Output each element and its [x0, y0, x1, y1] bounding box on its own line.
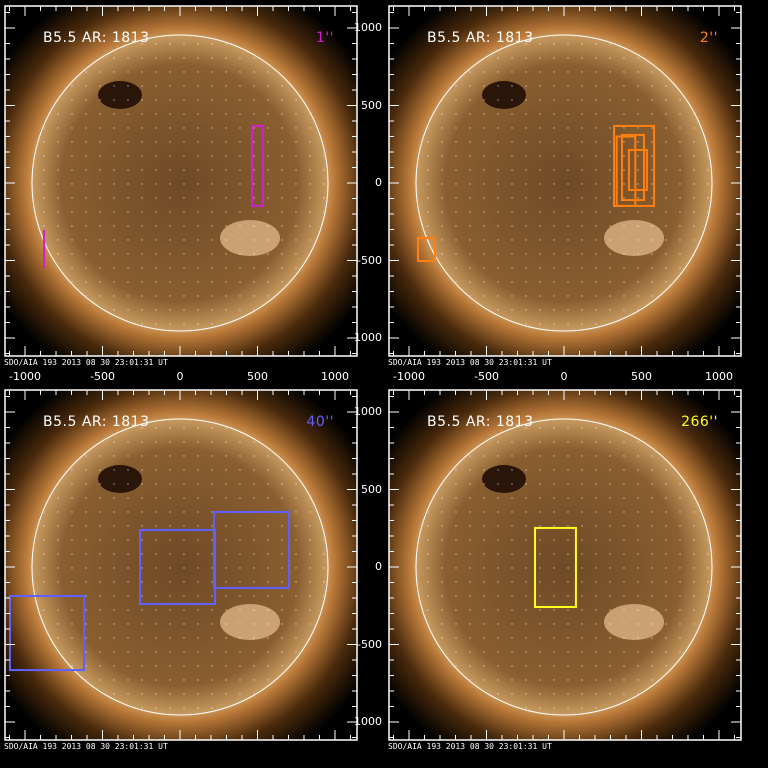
plot-frame [388, 389, 742, 741]
panel-title: B5.5 AR: 1813 [43, 414, 150, 430]
x-tick-label: -500 [90, 370, 115, 383]
y-tick-label: -500 [357, 637, 382, 651]
region-box [620, 133, 645, 202]
y-tick-label: -1000 [350, 331, 382, 344]
limb-outline [31, 418, 329, 716]
coordinate-grid [417, 36, 711, 330]
y-tick-label: -1000 [350, 715, 382, 728]
coordinate-grid [417, 420, 711, 714]
scale-label: 1'' [315, 30, 334, 46]
region-box [534, 526, 577, 608]
x-tick-label: 1000 [321, 370, 349, 383]
region-box [251, 124, 264, 207]
panel-title: B5.5 AR: 1813 [427, 30, 534, 46]
coordinate-grid [33, 36, 327, 330]
y-tick-label: 1000 [354, 405, 382, 418]
x-tick-label: 1000 [705, 370, 733, 383]
x-tick-label: 0 [176, 370, 184, 383]
x-tick-label: -1000 [9, 370, 41, 383]
scale-label: 40'' [306, 414, 334, 430]
scale-label: 2'' [699, 30, 718, 46]
x-tick-label: 0 [560, 370, 568, 383]
plot-frame [388, 5, 742, 357]
limb-outline [415, 34, 713, 332]
region-box [139, 528, 217, 606]
panel-2: B5.5 AR: 1813 2'' SDO/AIA 193 2013 08 30 2… [350, 0, 768, 384]
y-tick-label: 1000 [354, 21, 382, 34]
limb-outline [31, 34, 329, 332]
x-tick-label: 500 [247, 370, 268, 383]
footer-label: SDO/AIA 193 2013 08 30 23:01:31 UT [4, 358, 168, 367]
region-box [8, 594, 86, 672]
panel-3: B5.5 AR: 1813 40'' SDO/AIA 193 2013 08 30 … [0, 384, 384, 768]
y-tick-label: 0 [375, 560, 382, 573]
scale-label: 266'' [681, 414, 718, 430]
plot-frame [4, 5, 358, 357]
x-tick-label: 500 [631, 370, 652, 383]
y-tick-label: 0 [375, 176, 382, 189]
footer-label: SDO/AIA 193 2013 08 30 23:01:31 UT [388, 358, 552, 367]
region-box [212, 510, 290, 589]
region-box [627, 148, 648, 191]
footer-label: SDO/AIA 193 2013 08 30 23:01:31 UT [4, 742, 168, 751]
region-box [416, 237, 437, 262]
region-box [615, 135, 637, 207]
plot-frame [4, 389, 358, 741]
panel-4: B5.5 AR: 1813 266'' SDO/AIA 193 2013 08 30… [350, 384, 768, 768]
panel-title: B5.5 AR: 1813 [43, 30, 150, 46]
x-tick-label: -1000 [393, 370, 425, 383]
panel-1: B5.5 AR: 1813 1'' SDO/AIA 193 2013 08 30 2… [0, 0, 384, 384]
footer-label: SDO/AIA 193 2013 08 30 23:01:31 UT [388, 742, 552, 751]
y-tick-label: 500 [361, 482, 382, 496]
y-tick-label: -500 [357, 253, 382, 267]
coordinate-grid [33, 420, 327, 714]
limb-outline [415, 418, 713, 716]
panel-title: B5.5 AR: 1813 [427, 414, 534, 430]
x-tick-label: -500 [474, 370, 499, 383]
y-tick-label: 500 [361, 98, 382, 112]
